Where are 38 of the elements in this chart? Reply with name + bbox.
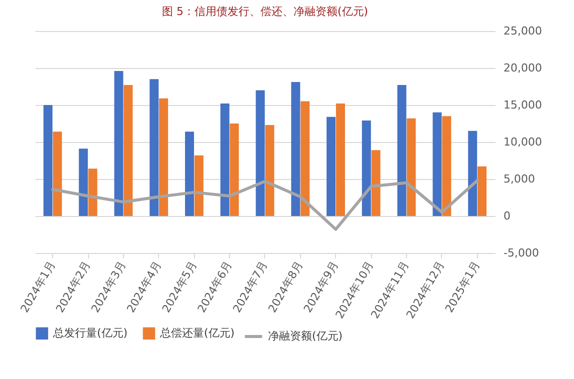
legend-label: 总发行量(亿元) <box>52 326 128 340</box>
bar <box>406 118 416 216</box>
y-tick-label: -5,000 <box>504 246 539 260</box>
legend-label: 净融资额(亿元) <box>268 330 343 342</box>
bar <box>432 112 442 216</box>
chart-title: 图 5：信用债发行、偿还、净融资额(亿元) <box>162 5 368 18</box>
y-tick-label: 25,000 <box>504 24 542 38</box>
bar <box>185 132 194 216</box>
bar <box>291 82 300 216</box>
y-tick-label: 5,000 <box>504 172 535 186</box>
bar <box>442 116 452 216</box>
bar <box>256 90 265 216</box>
bar <box>336 104 345 216</box>
y-tick-label: 15,000 <box>504 98 542 112</box>
bar <box>371 150 380 216</box>
y-tick-label: 10,000 <box>504 136 542 148</box>
bar <box>397 85 406 216</box>
bar <box>150 79 159 216</box>
bar <box>78 148 88 216</box>
bar <box>52 132 62 216</box>
bar <box>159 98 168 216</box>
bar <box>88 168 98 216</box>
bar <box>43 105 52 216</box>
y-tick-label: 0 <box>504 210 510 222</box>
bar <box>478 166 487 216</box>
bar <box>468 130 478 216</box>
bar <box>114 70 124 216</box>
bar <box>124 85 133 216</box>
bar <box>362 120 371 216</box>
bar <box>230 124 239 216</box>
legend-label: 总偿还量(亿元) <box>159 326 235 340</box>
bar <box>265 124 274 216</box>
bar <box>326 116 336 216</box>
bar <box>300 101 310 216</box>
bar <box>194 155 204 216</box>
line-series <box>51 178 479 231</box>
y-tick-label: 20,000 <box>504 62 542 74</box>
bar <box>220 104 230 216</box>
